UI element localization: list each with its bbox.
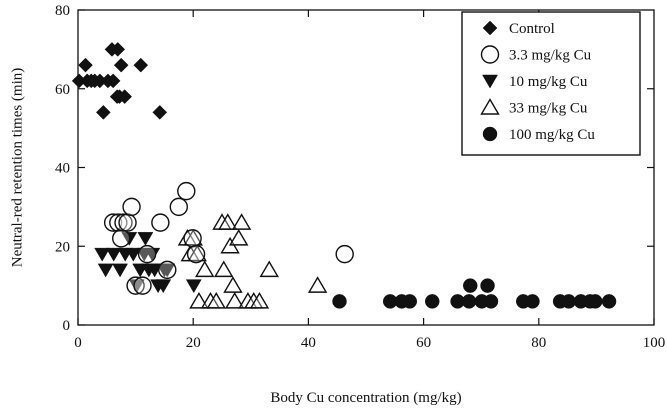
data-point [224,291,245,309]
legend-entry: 3.3 mg/kg Cu [480,45,592,64]
data-point [158,260,177,280]
data-point [155,279,172,294]
y-axis-title: Neutral-red retention times (min) [9,68,25,268]
data-point [194,260,215,278]
legend-label: Control [509,21,555,37]
data-point [601,294,617,309]
legend-marker [480,45,500,64]
data-point [186,244,206,264]
data-point [231,213,252,230]
data-point [587,294,603,309]
data-point [137,244,157,264]
series-open-circle [103,181,354,295]
axes: 0 20 40 60 80 100 0 20 40 60 80 [55,3,665,351]
data-point [463,278,478,293]
data-point [259,260,279,278]
legend-entry: Control [482,20,555,37]
y-tick-label: 20 [55,239,70,255]
data-point [110,42,126,57]
series-filled-circle [332,278,617,309]
legend-label: 3.3 mg/kg Cu [509,48,592,64]
data-point [126,276,145,295]
data-point [480,278,495,293]
data-point [223,276,243,293]
data-point [105,247,122,262]
data-point [78,57,93,73]
legend-marker [480,98,500,115]
data-point [109,213,128,232]
data-point [332,294,347,309]
data-point [214,260,234,278]
x-tick-label: 80 [531,335,546,351]
data-point [424,294,440,309]
data-point [114,213,133,232]
y-tick-label: 0 [63,318,71,334]
data-point [177,181,196,201]
legend-marker [482,74,498,89]
data-point [483,294,499,309]
data-point [335,244,354,264]
data-point [218,213,238,230]
legend-label: 100 mg/kg Cu [509,127,595,143]
y-tick-label: 60 [55,82,70,98]
legend-marker [482,126,498,142]
series-diamond [71,42,168,120]
data-point [151,213,170,232]
data-point [94,247,111,262]
y-tick-label: 80 [55,3,70,19]
data-point [307,276,328,293]
data-point [249,291,270,309]
data-point [112,263,128,278]
data-point [169,197,189,217]
data-point [97,263,114,278]
x-axis-title: Body Cu concentration (mg/kg) [270,390,461,406]
data-point [525,294,540,309]
legend-label: 10 mg/kg Cu [509,74,588,90]
data-point [117,89,133,104]
data-point [125,247,142,262]
data-point [206,291,226,309]
x-tick-label: 0 [74,335,82,351]
data-point [113,57,129,73]
data-point [189,291,209,309]
data-point [105,73,121,89]
legend-entry: 33 mg/kg Cu [480,98,588,117]
legend-entry: 10 mg/kg Cu [482,74,588,90]
x-tick-label: 100 [643,335,666,351]
x-tick-label: 20 [186,335,201,351]
data-point [137,232,154,246]
data-point [95,105,111,120]
data-point [118,213,137,232]
y-tick-label: 40 [55,161,70,177]
data-point [187,244,207,262]
data-point [228,228,249,246]
data-point [159,263,176,278]
data-point [185,279,202,294]
x-tick-label: 60 [416,335,431,351]
x-tick-label: 40 [301,335,316,351]
data-point [133,57,149,73]
data-point [103,213,123,232]
data-point [122,197,141,217]
data-point [152,105,168,120]
data-points [71,42,617,309]
data-point [111,229,131,248]
legend-marker [482,20,498,36]
data-point [133,276,152,295]
data-point [461,294,477,309]
legend: Control 3.3 mg/kg Cu 10 mg/kg Cu 33 mg/kg C… [461,11,641,156]
data-point [402,294,418,309]
legend-label: 33 mg/kg Cu [509,101,588,117]
series-open-triangle-up [177,213,328,309]
data-point [183,229,202,248]
data-point [183,228,203,246]
legend-entry: 100 mg/kg Cu [482,126,595,143]
